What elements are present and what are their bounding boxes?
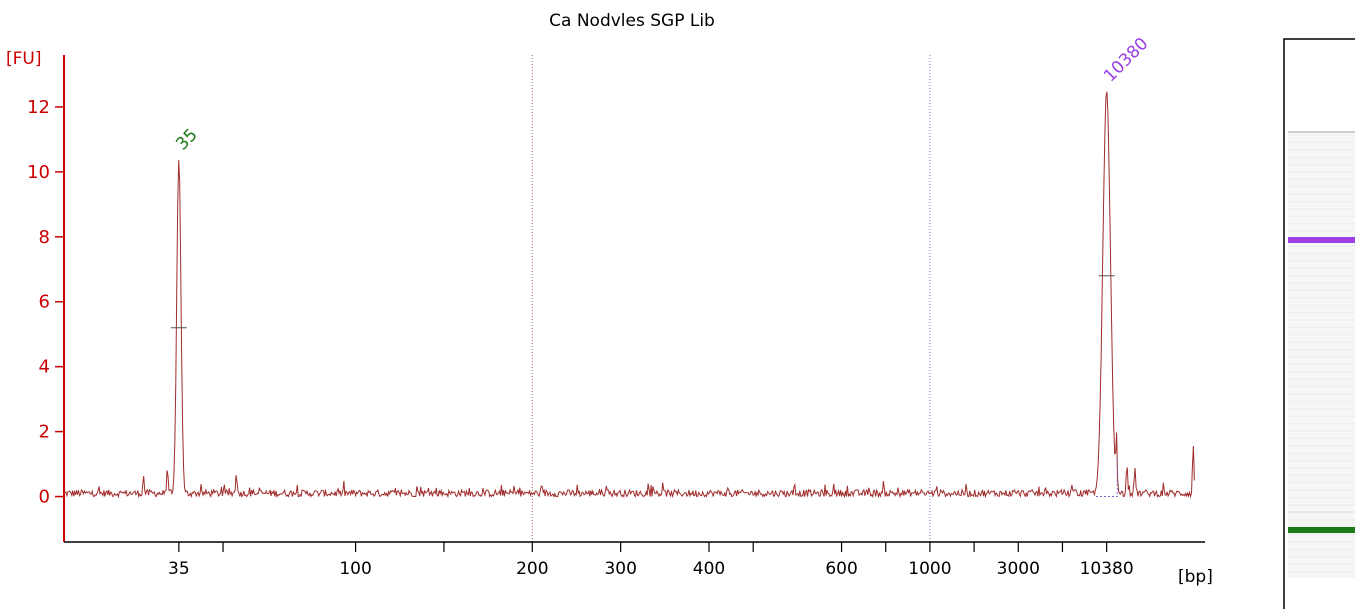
series-trace: [63, 91, 1195, 499]
gel-band-upper: [1288, 237, 1355, 243]
gel-lane: [1283, 38, 1355, 609]
x-tick-label: 300: [604, 559, 636, 579]
gel-band-lower: [1288, 527, 1355, 533]
y-tick-label: 10: [27, 162, 50, 183]
x-tick-label: 400: [693, 559, 725, 579]
x-tick-label: 10380: [1080, 559, 1134, 579]
y-tick-label: 6: [39, 292, 50, 313]
x-tick-label: 35: [168, 559, 190, 579]
x-tick-label: 3000: [997, 559, 1040, 579]
x-axis-label: [bp]: [1178, 567, 1213, 587]
x-tick-label: 600: [825, 559, 857, 579]
gel-lane-body: [1288, 132, 1355, 578]
gel-frame: [1283, 38, 1355, 609]
y-tick-label: 4: [39, 357, 50, 378]
x-tick-label: 1000: [908, 559, 951, 579]
peak-baseline: [1096, 457, 1118, 498]
x-tick-label: 200: [516, 559, 548, 579]
y-axis-label: [FU]: [6, 49, 42, 69]
y-tick-label: 2: [39, 422, 50, 443]
peak-label: 35: [172, 125, 201, 154]
x-tick-label: 100: [339, 559, 371, 579]
plot-area: 0 2 4 6 8 10 12 35 100 200 300 400 600 1000 3000 10380 3…: [27, 34, 1205, 579]
peak-label: 10380: [1100, 34, 1152, 86]
y-tick-label: 8: [39, 227, 50, 248]
y-tick-label: 0: [39, 487, 50, 508]
chart-title: Ca Nodvles SGP Lib: [549, 11, 715, 31]
y-tick-label: 12: [27, 97, 50, 118]
